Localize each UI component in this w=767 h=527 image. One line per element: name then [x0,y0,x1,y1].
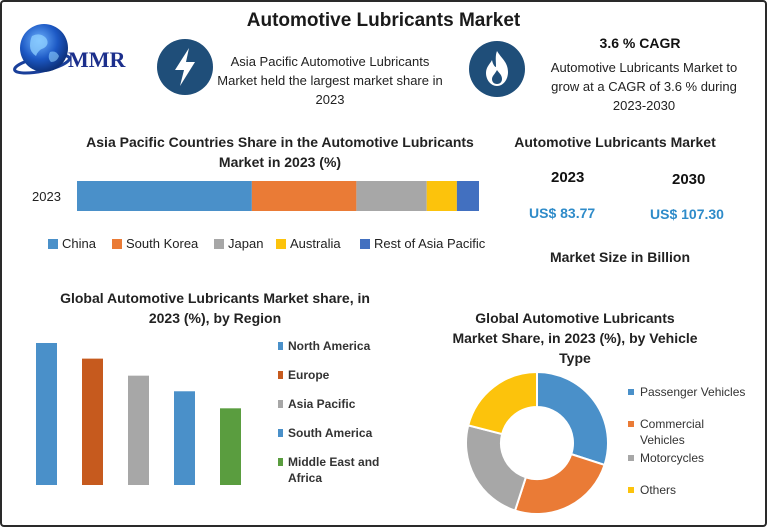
asia-pacific-note: Asia Pacific Automotive Lubricants Marke… [217,54,443,107]
donut-slice-passenger-vehicles [536,370,609,467]
stacked-segment-japan [356,181,427,211]
legend-item-china: China [48,236,96,251]
legend-item-rest-of-asia-pacific: Rest of Asia Pacific [360,236,485,251]
asia-share-category-label: 2023 [32,189,61,204]
legend-swatch [360,239,370,249]
cagr-note: Automotive Lubricants Market to grow at … [550,60,738,113]
asia-share-stacked-bar [77,181,479,211]
market-size-heading: Automotive Lubricants Market [514,134,716,150]
flame-icon [469,41,525,97]
donut-slice-commercial-vehicles [513,452,606,515]
legend-label: Japan [228,236,264,251]
logo-text: MMR [68,47,127,72]
cagr-headline: 3.6 % CAGR [599,35,681,51]
legend-label: South America [288,426,373,440]
legend-swatch [278,371,283,379]
legend-label: Commercial Vehicles [640,417,705,447]
legend-swatch [628,487,634,493]
market-year-2023: 2023 [551,169,585,186]
stacked-segment-china [77,181,252,211]
region-bar-north-america [36,343,57,485]
page-title: Automotive Lubricants Market [246,10,521,31]
legend-swatch [278,458,283,466]
region-bar-south-america [174,391,195,485]
legend-item-japan: Japan [214,236,263,251]
region-bar-middle-east-and-africa [220,408,241,485]
market-value-2030: US$ 107.30 [650,206,724,222]
legend-swatch [628,421,634,427]
stacked-segment-south-korea [251,181,357,211]
legend-label: Europe [288,368,330,382]
region-bar-europe [82,358,103,485]
legend-swatch [628,455,634,461]
legend-swatch [214,239,224,249]
legend-label: Others [640,483,677,497]
lightning-bolt-icon [157,39,213,95]
legend-item-australia: Australia [276,236,341,251]
legend-swatch [278,429,283,437]
legend-label: Asia Pacific [288,397,356,411]
legend-swatch [48,239,58,249]
legend-label: Motorcycles [640,451,705,465]
stacked-segment-australia [426,181,457,211]
donut-slice-motorcycles [465,424,528,512]
stacked-segment-rest-of-asia-pacific [456,181,479,211]
legend-label: Rest of Asia Pacific [374,236,486,251]
asia-share-legend: China South Korea Japan Australia Rest o… [48,236,508,254]
legend-swatch [112,239,122,249]
legend-label: Middle East and Africa [288,455,380,485]
market-value-2023: US$ 83.77 [529,205,596,221]
legend-label: Passenger Vehicles [640,385,746,399]
market-size-unit-note: Market Size in Billion [549,249,691,265]
vehicle-type-donut-chart [465,370,609,515]
legend-swatch [278,342,283,350]
legend-item-south-korea: South Korea [112,236,198,251]
legend-swatch [278,400,283,408]
legend-label: China [62,236,96,251]
vehicle-type-chart-title: Global Automotive Lubricants Market Shar… [452,310,698,366]
market-year-2030: 2030 [672,171,706,188]
legend-swatch [628,389,634,395]
region-bar-chart [36,343,241,485]
legend-label: South Korea [126,236,199,251]
region-bar-asia-pacific [128,375,149,485]
asia-share-chart-title: Asia Pacific Countries Share in the Auto… [86,134,474,170]
mmr-logo: MMR [13,24,127,75]
legend-swatch [276,239,286,249]
donut-slice-others [467,370,538,436]
region-chart-title: Global Automotive Lubricants Market shar… [60,290,370,326]
legend-label: Australia [290,236,341,251]
legend-label: North America [288,339,371,353]
